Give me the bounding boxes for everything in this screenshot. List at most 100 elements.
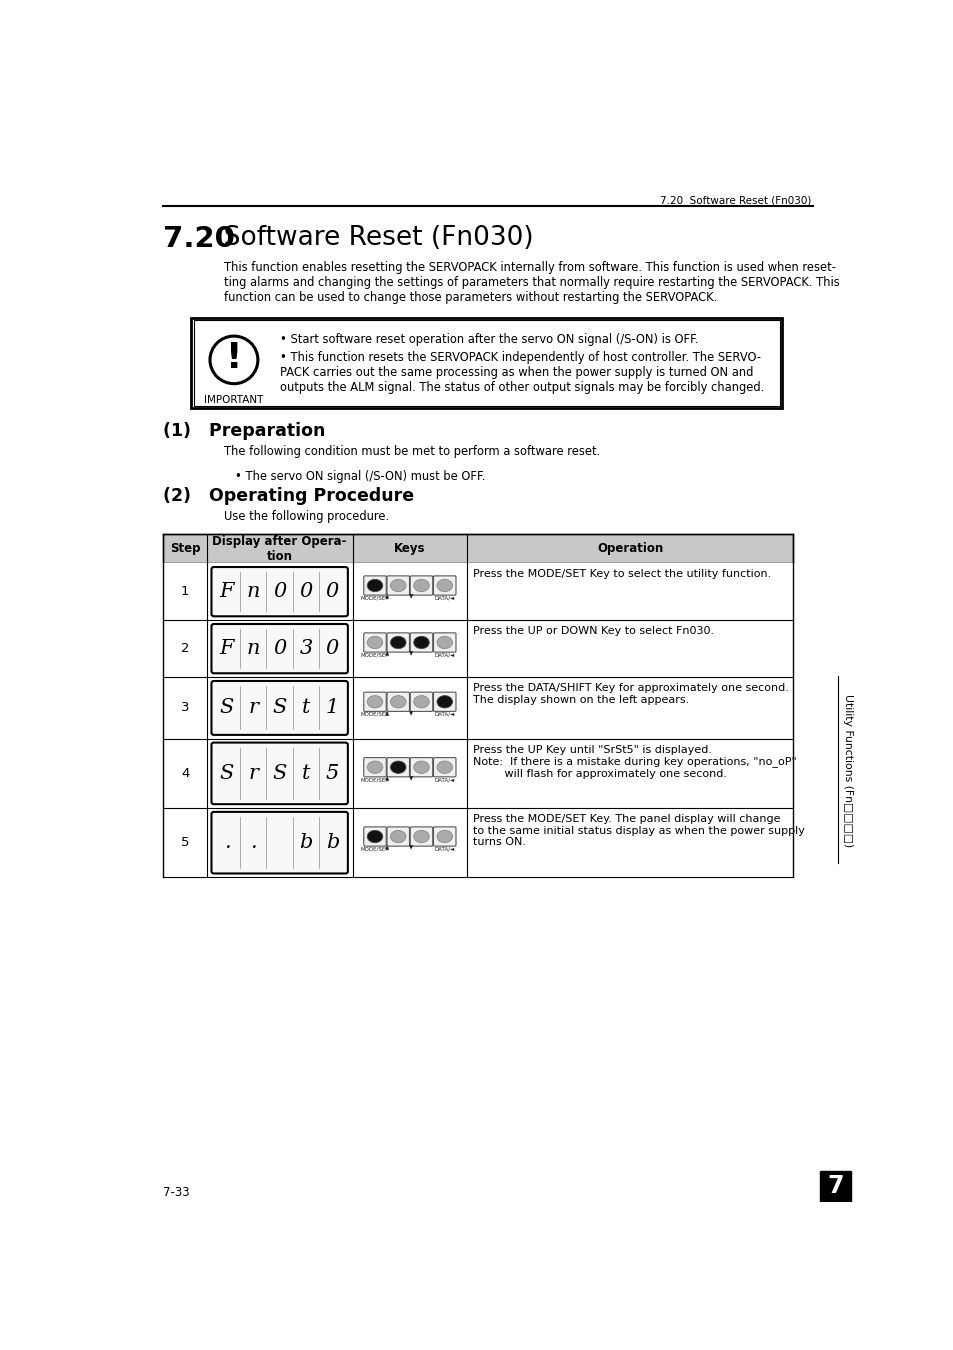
Text: 7-33: 7-33 — [163, 1187, 190, 1199]
Ellipse shape — [436, 761, 452, 774]
Text: (2)   Operating Procedure: (2) Operating Procedure — [163, 487, 415, 505]
FancyBboxPatch shape — [212, 811, 348, 873]
Text: F: F — [219, 582, 234, 601]
Text: ▲: ▲ — [384, 711, 388, 716]
Text: MODE/SET: MODE/SET — [360, 846, 389, 852]
Ellipse shape — [367, 579, 382, 591]
Ellipse shape — [414, 579, 429, 591]
FancyBboxPatch shape — [819, 1170, 850, 1202]
Text: DATA/◄: DATA/◄ — [435, 711, 455, 717]
Text: 7.20  Software Reset (Fn030): 7.20 Software Reset (Fn030) — [659, 196, 810, 205]
Text: .: . — [250, 833, 256, 852]
FancyBboxPatch shape — [363, 828, 386, 846]
Text: ▼: ▼ — [409, 711, 413, 716]
FancyBboxPatch shape — [363, 576, 386, 595]
Ellipse shape — [367, 695, 382, 707]
Text: Press the UP Key until "SrSt5" is displayed.
Note:  If there is a mistake during: Press the UP Key until "SrSt5" is displa… — [473, 745, 797, 779]
Text: F: F — [219, 639, 234, 659]
Text: DATA/◄: DATA/◄ — [435, 652, 455, 657]
Text: (1)   Preparation: (1) Preparation — [163, 423, 326, 440]
Text: S: S — [273, 698, 287, 717]
Ellipse shape — [414, 761, 429, 774]
Ellipse shape — [390, 636, 406, 648]
Text: 1: 1 — [181, 585, 190, 598]
Text: 5: 5 — [181, 836, 190, 849]
FancyBboxPatch shape — [433, 633, 456, 652]
Text: Display after Opera-
tion: Display after Opera- tion — [213, 535, 347, 563]
Text: Press the UP or DOWN Key to select Fn030.: Press the UP or DOWN Key to select Fn030… — [473, 626, 714, 636]
FancyBboxPatch shape — [433, 757, 456, 776]
FancyBboxPatch shape — [433, 828, 456, 846]
Text: ▼: ▼ — [409, 595, 413, 599]
FancyBboxPatch shape — [387, 576, 409, 595]
FancyBboxPatch shape — [163, 620, 793, 678]
Text: 3: 3 — [299, 639, 313, 659]
FancyBboxPatch shape — [387, 828, 409, 846]
Text: S: S — [219, 698, 233, 717]
Text: Press the MODE/SET Key. The panel display will change
to the same initial status: Press the MODE/SET Key. The panel displa… — [473, 814, 804, 848]
Text: MODE/SET: MODE/SET — [360, 595, 389, 601]
FancyBboxPatch shape — [410, 576, 433, 595]
Text: Step: Step — [170, 543, 200, 555]
FancyBboxPatch shape — [410, 757, 433, 776]
Text: ▲: ▲ — [384, 776, 388, 782]
Circle shape — [212, 339, 255, 382]
Text: S: S — [219, 764, 233, 783]
FancyBboxPatch shape — [363, 693, 386, 711]
FancyBboxPatch shape — [193, 320, 779, 406]
Text: b: b — [299, 833, 313, 852]
FancyBboxPatch shape — [163, 738, 793, 809]
Text: 5: 5 — [325, 764, 338, 783]
Ellipse shape — [367, 830, 382, 842]
Ellipse shape — [414, 830, 429, 842]
Text: The following condition must be met to perform a software reset.: The following condition must be met to p… — [224, 446, 599, 459]
Text: Press the DATA/SHIFT Key for approximately one second.
The display shown on the : Press the DATA/SHIFT Key for approximate… — [473, 683, 788, 705]
Text: IMPORTANT: IMPORTANT — [204, 394, 263, 405]
Text: 4: 4 — [181, 767, 189, 780]
Text: 7.20: 7.20 — [163, 225, 235, 254]
FancyBboxPatch shape — [363, 633, 386, 652]
Text: MODE/SET: MODE/SET — [360, 778, 389, 782]
Ellipse shape — [414, 636, 429, 648]
FancyBboxPatch shape — [387, 693, 409, 711]
Text: 0: 0 — [273, 582, 286, 601]
FancyBboxPatch shape — [212, 743, 348, 805]
FancyBboxPatch shape — [212, 624, 348, 674]
Text: ▲: ▲ — [384, 595, 388, 599]
FancyBboxPatch shape — [163, 809, 793, 878]
Text: 3: 3 — [181, 702, 190, 714]
Text: • The servo ON signal (/S-ON) must be OFF.: • The servo ON signal (/S-ON) must be OF… — [235, 470, 485, 483]
Ellipse shape — [436, 830, 452, 842]
FancyBboxPatch shape — [163, 563, 793, 620]
FancyBboxPatch shape — [163, 678, 793, 738]
Ellipse shape — [367, 761, 382, 774]
Text: t: t — [301, 698, 310, 717]
FancyBboxPatch shape — [192, 317, 781, 409]
Ellipse shape — [414, 695, 429, 707]
FancyBboxPatch shape — [387, 633, 409, 652]
Text: n: n — [246, 639, 260, 659]
Text: DATA/◄: DATA/◄ — [435, 846, 455, 852]
Text: ▲: ▲ — [384, 652, 388, 656]
FancyBboxPatch shape — [212, 680, 348, 734]
Text: ▲: ▲ — [384, 845, 388, 850]
Text: Press the MODE/SET Key to select the utility function.: Press the MODE/SET Key to select the uti… — [473, 570, 771, 579]
Circle shape — [209, 335, 258, 385]
Text: Use the following procedure.: Use the following procedure. — [224, 510, 389, 522]
FancyBboxPatch shape — [410, 693, 433, 711]
Text: ▼: ▼ — [409, 845, 413, 850]
Ellipse shape — [436, 579, 452, 591]
FancyBboxPatch shape — [387, 757, 409, 776]
Text: 0: 0 — [299, 582, 313, 601]
Text: • This function resets the SERVOPACK independently of host controller. The SERVO: • This function resets the SERVOPACK ind… — [280, 351, 764, 394]
Text: r: r — [248, 698, 258, 717]
Text: !: ! — [226, 340, 242, 374]
Ellipse shape — [390, 695, 406, 707]
FancyBboxPatch shape — [212, 567, 348, 617]
Text: ▼: ▼ — [409, 776, 413, 782]
Text: 1: 1 — [325, 698, 338, 717]
Text: • Start software reset operation after the servo ON signal (/S-ON) is OFF.: • Start software reset operation after t… — [280, 333, 699, 346]
Ellipse shape — [436, 636, 452, 648]
FancyBboxPatch shape — [410, 633, 433, 652]
Text: ▼: ▼ — [409, 652, 413, 656]
